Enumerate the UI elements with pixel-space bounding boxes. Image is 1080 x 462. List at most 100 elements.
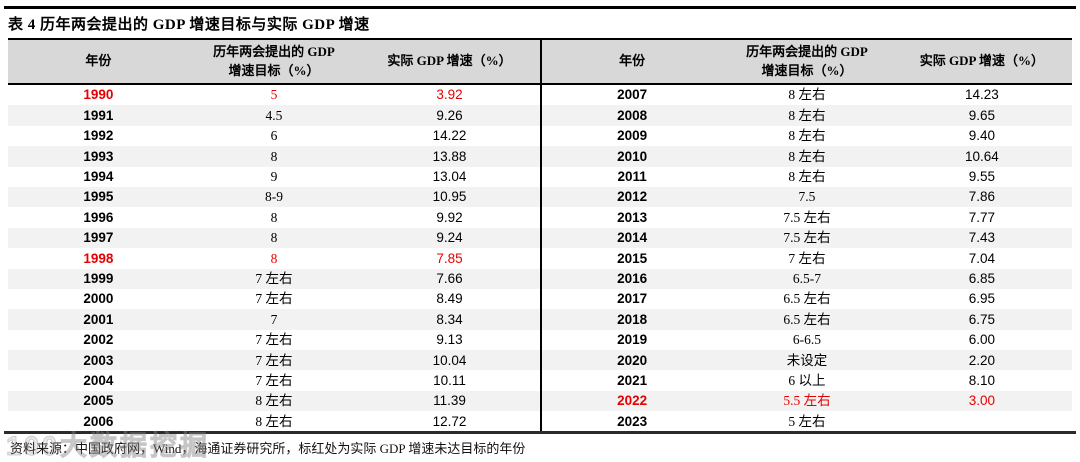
target-cell: 8 左右 [255,413,293,429]
table-row: 2005 8 左右 11.39 [8,390,540,412]
year-cell: 2018 [617,311,648,327]
year-cell: 2012 [617,189,648,205]
table-body-right: 2007 8 左右 14.23 2008 8 左右 9.65 2009 8 左右 9.40 201… [540,85,1072,432]
target-cell: 7 左右 [255,270,293,286]
actual-cell: 8.34 [436,311,463,327]
year-cell: 2014 [617,230,648,246]
target-cell: 5.5 左右 [783,393,831,409]
table-row: 1996 8 9.92 [8,207,540,227]
actual-cell: 10.64 [964,148,999,164]
col-header-year: 年份 [619,53,646,69]
year-cell: 2006 [83,413,114,429]
actual-cell: 9.65 [968,107,996,123]
year-cell: 2003 [83,352,114,368]
target-cell: 7 左右 [255,352,293,368]
year-cell: 2016 [617,270,648,286]
actual-cell: 7.43 [968,230,996,246]
target-cell: 5 [270,87,278,103]
target-cell: 7.5 左右 [783,209,831,225]
year-cell: 2013 [617,209,648,225]
table-row: 2010 8 左右 10.64 [542,146,1072,167]
table-row: 2001 7 8.34 [8,309,540,330]
col-header-target: 历年两会提出的 GDP 增速目标（%） [189,40,359,83]
year-cell: 2002 [83,332,114,348]
year-cell: 1992 [83,128,114,144]
target-cell: 7.5 左右 [783,230,831,246]
col-header-target-line2: 增速目标（%） [761,62,853,78]
actual-cell: 9.55 [968,169,996,184]
table-row: 2023 5 左右 [542,411,1072,431]
year-cell: 1997 [83,230,114,246]
table-row: 2019 6-6.5 6.00 [542,330,1072,350]
table-row: 2022 5.5 左右 3.00 [542,390,1072,412]
target-cell: 8 [270,230,278,246]
actual-cell: 8.49 [436,291,463,307]
actual-cell: 10.95 [432,189,467,205]
actual-cell: 9.92 [436,209,463,225]
target-cell: 6.5-7 [792,270,822,286]
year-cell: 1995 [83,189,114,205]
year-cell: 2009 [617,128,648,144]
year-cell: 2008 [617,107,648,123]
year-cell: 2001 [83,311,114,327]
table-row: 2012 7.5 7.86 [542,186,1072,208]
table-row: 1994 9 13.04 [8,167,540,187]
target-cell: 6 [270,128,278,144]
target-cell: 8-9 [264,189,283,205]
target-cell: 8 左右 [788,107,826,123]
actual-cell: 11.39 [433,393,466,409]
actual-cell: 9.40 [968,128,996,144]
year-cell: 1994 [83,169,114,184]
table-row: 2017 6.5 左右 6.95 [542,289,1072,309]
table-row: 1995 8-9 10.95 [8,186,540,208]
actual-cell: 10.04 [432,352,467,368]
table-row: 2006 8 左右 12.72 [8,411,540,431]
target-cell: 8 [270,209,278,225]
target-cell: 8 [270,148,278,164]
table-row: 1993 8 13.88 [8,146,540,167]
target-cell: 7 左右 [255,372,293,388]
actual-cell: 7.86 [968,189,996,205]
bottom-rule [4,431,1076,434]
target-cell: 7 [270,311,278,327]
actual-cell: 13.04 [432,169,467,184]
actual-cell: 14.22 [432,128,467,144]
year-cell: 1999 [83,270,114,286]
table-row: 2013 7.5 左右 7.77 [542,207,1072,227]
table-body-left: 1990 5 3.92 1991 4.5 9.26 1992 6 14.22 1993 8 13.88… [8,85,540,432]
table-row: 1998 8 7.85 [8,248,540,268]
year-cell: 2015 [617,250,648,266]
year-cell: 2020 [617,352,648,368]
table-row: 2020 未设定 2.20 [542,350,1072,371]
year-cell: 2000 [83,291,114,307]
actual-cell: 7.66 [436,270,463,286]
year-cell: 1993 [83,148,114,164]
table-row: 2014 7.5 左右 7.43 [542,227,1072,249]
top-rule [4,6,1076,9]
col-header-target: 历年两会提出的 GDP 增速目标（%） [722,40,892,83]
table-body: 1990 5 3.92 1991 4.5 9.26 1992 6 14.22 1993 8 13.88… [8,85,1072,432]
actual-cell: 7.04 [968,250,996,266]
table-row: 1999 7 左右 7.66 [8,268,540,289]
year-cell: 2019 [617,332,648,348]
target-cell: 9 [270,169,278,184]
table-row: 2003 7 左右 10.04 [8,350,540,371]
target-cell: 8 左右 [788,148,826,164]
year-cell: 1990 [83,87,114,103]
actual-cell: 6.85 [968,270,996,286]
target-cell: 5 左右 [788,413,826,429]
actual-cell: 9.26 [436,107,463,123]
table-row: 2009 8 左右 9.40 [542,126,1072,146]
actual-cell: 8.10 [968,372,996,388]
table-row: 1992 6 14.22 [8,126,540,146]
target-cell: 7 左右 [255,332,293,348]
table-row: 2021 6 以上 8.10 [542,370,1072,390]
actual-cell: 6.75 [968,311,996,327]
year-cell: 2010 [617,148,648,164]
table-row: 2004 7 左右 10.11 [8,370,540,390]
year-cell: 1998 [83,250,114,266]
year-cell: 2017 [617,291,648,307]
target-cell: 6.5 左右 [783,291,831,307]
target-cell: 4.5 [265,107,283,123]
table-row: 2016 6.5-7 6.85 [542,268,1072,289]
